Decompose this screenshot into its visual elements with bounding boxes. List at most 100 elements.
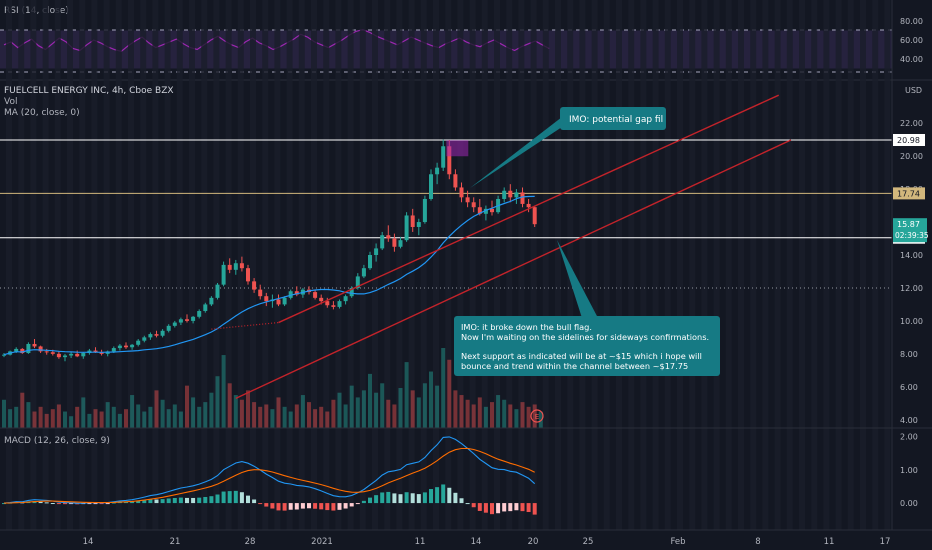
time-axis-label: 11 — [824, 537, 835, 547]
volume-bar — [197, 406, 202, 428]
candle-body — [276, 299, 281, 305]
session-stripe — [872, 0, 879, 530]
rsi-tick-label: 80.00 — [900, 17, 923, 26]
macd-histogram-bar — [239, 492, 244, 504]
macd-histogram-bar — [44, 502, 49, 504]
price-title-block: FUELCELL ENERGY INC, 4h, Cboe BZX Vol MA… — [4, 86, 174, 118]
candle-body — [398, 240, 403, 247]
macd-histogram-bar — [453, 492, 458, 504]
volume-bar — [124, 409, 128, 428]
macd-histogram-bar — [349, 503, 354, 507]
volume-bar — [81, 397, 86, 428]
macd-histogram-bar — [56, 503, 61, 505]
candle-body — [38, 346, 43, 352]
candle-body — [441, 146, 446, 168]
macd-histogram-bar — [246, 495, 250, 504]
time-axis-label: 21 — [170, 537, 181, 547]
volume-bar — [288, 411, 293, 428]
candle-body — [465, 197, 470, 203]
rsi-label: RSI (14, close) — [4, 6, 69, 16]
macd-histogram-bar — [477, 503, 482, 511]
candle-body — [246, 268, 250, 282]
volume-bar — [221, 355, 226, 428]
candle-body — [416, 222, 421, 227]
candle-body — [233, 263, 238, 270]
candle-body — [178, 319, 183, 323]
volume-bar — [300, 395, 305, 428]
volume-bar — [471, 404, 476, 428]
price-pane[interactable]: FUELCELL ENERGY INC, 4h, Cboe BZX Vol MA… — [0, 0, 929, 530]
candle-body — [483, 208, 488, 214]
candle-body — [185, 319, 189, 321]
volume-bar — [307, 402, 311, 428]
macd-histogram-bar — [93, 503, 98, 505]
session-stripe — [616, 0, 622, 530]
volume-bar — [69, 416, 74, 428]
volume-bar — [166, 409, 171, 428]
macd-pane[interactable]: MACD (12, 26, close, 9) 2.00 1.00 0.00 — [2, 433, 918, 515]
macd-histogram-bar — [105, 503, 110, 505]
price-title: FUELCELL ENERGY INC, 4h, Cboe BZX — [4, 86, 174, 96]
volume-bar — [87, 413, 92, 428]
session-stripe — [799, 0, 805, 530]
macd-histogram-bar — [38, 501, 43, 504]
macd-histogram-bar — [325, 503, 330, 511]
session-stripe — [164, 0, 171, 530]
macd-histogram-bar — [490, 503, 494, 515]
volume-bar — [416, 397, 421, 428]
macd-histogram-bar — [270, 503, 275, 509]
candle-body — [508, 190, 513, 198]
volume-bar — [380, 383, 385, 428]
candle-body — [32, 343, 37, 347]
volume-bar — [325, 411, 330, 428]
macd-histogram-bar — [319, 503, 324, 510]
time-axis[interactable]: 14 21 28 2021 11 14 20 25 Feb 8 11 17 — [83, 537, 891, 547]
macd-histogram-bar — [63, 503, 67, 505]
volume-bar — [142, 411, 147, 428]
session-stripe — [652, 0, 659, 530]
volume-bar — [435, 385, 440, 428]
macd-histogram-bar — [502, 503, 507, 512]
session-stripe — [664, 0, 671, 530]
ma-label: MA (20, close, 0) — [4, 108, 80, 118]
time-axis-label: 14 — [471, 537, 482, 547]
volume-bar — [520, 402, 525, 428]
session-stripe — [384, 0, 391, 530]
session-stripe — [701, 0, 708, 530]
volume-bar — [160, 399, 165, 428]
candle-body — [471, 202, 476, 208]
time-axis-label: Feb — [670, 537, 685, 547]
macd-histogram-bar — [422, 492, 427, 504]
ma-line — [3, 195, 535, 356]
candle-body — [252, 281, 257, 290]
macd-histogram-bar — [124, 501, 128, 504]
candle-body — [124, 345, 128, 348]
volume-bar — [93, 409, 98, 428]
volume-bar — [130, 395, 135, 428]
time-axis-label: 28 — [245, 537, 256, 547]
candle-body — [227, 264, 232, 270]
session-stripe — [213, 0, 220, 530]
macd-histogram-bar — [374, 495, 379, 504]
volume-bar — [294, 404, 299, 428]
note-line: Next support as indicated will be at ~$1… — [461, 351, 702, 361]
volume-bar — [343, 404, 348, 428]
macd-label: MACD (12, 26, close, 9) — [4, 436, 110, 446]
session-stripe — [884, 0, 891, 530]
earnings-badge[interactable] — [530, 409, 544, 423]
session-stripe — [103, 0, 110, 530]
volume-bar — [319, 406, 324, 428]
session-stripe — [115, 0, 122, 530]
macd-histogram-bar — [172, 497, 177, 504]
session-stripe — [847, 0, 854, 530]
volume-bar — [459, 395, 464, 428]
macd-histogram-bar — [87, 503, 92, 505]
price-tick-label: 4.00 — [900, 416, 918, 425]
candle-body — [374, 248, 379, 255]
candle-body — [111, 348, 116, 352]
macd-histogram-bar — [361, 500, 366, 504]
price-level-badge — [893, 187, 925, 200]
note-callout-text: IMO: it broke down the bull flag. Now I'… — [461, 322, 712, 371]
macd-histogram-bar — [130, 501, 135, 504]
